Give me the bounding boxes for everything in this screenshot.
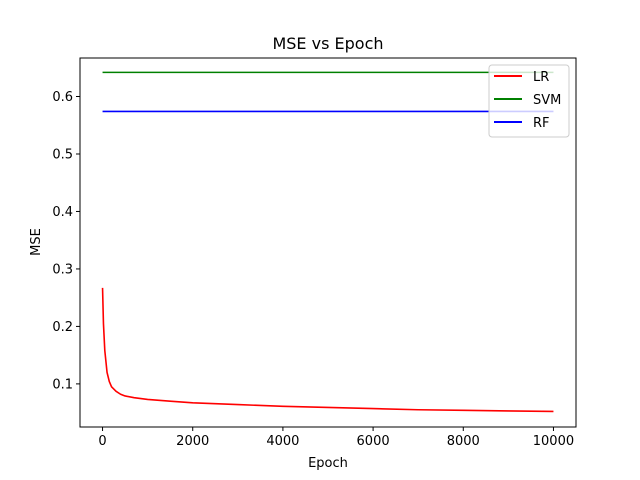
series-line-lr <box>101 287 554 413</box>
legend-label-lr: LR <box>533 70 549 85</box>
y-tick-label: 0.5 <box>52 147 73 162</box>
x-tick-label: 6000 <box>357 434 390 449</box>
legend-frame <box>488 64 570 138</box>
x-tick-label: 0 <box>98 434 106 449</box>
x-tick-label: 4000 <box>266 434 299 449</box>
series-layer <box>101 71 554 413</box>
y-axis-title: MSE <box>29 228 44 256</box>
x-axis: 0 2000 4000 6000 8000 10000 <box>98 427 574 449</box>
plot-area-frame <box>79 57 577 428</box>
y-tick-label: 0.1 <box>52 377 73 392</box>
y-tick-label: 0.6 <box>52 90 73 105</box>
chart-title: MSE vs Epoch <box>272 34 383 53</box>
y-tick-label: 0.3 <box>52 262 73 277</box>
x-tick-label: 8000 <box>447 434 480 449</box>
y-axis: 0.1 0.2 0.3 0.4 0.5 0.6 <box>52 90 80 392</box>
legend-label-rf: RF <box>533 116 550 131</box>
legend: LR SVM RF <box>488 64 570 138</box>
y-tick-label: 0.4 <box>52 205 73 220</box>
legend-label-svm: SVM <box>533 93 561 108</box>
x-tick-label: 10000 <box>533 434 574 449</box>
x-axis-title: Epoch <box>308 456 348 471</box>
x-tick-label: 2000 <box>176 434 209 449</box>
y-tick-label: 0.2 <box>52 320 73 335</box>
